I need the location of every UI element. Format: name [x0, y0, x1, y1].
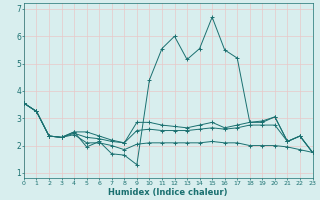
X-axis label: Humidex (Indice chaleur): Humidex (Indice chaleur): [108, 188, 228, 197]
